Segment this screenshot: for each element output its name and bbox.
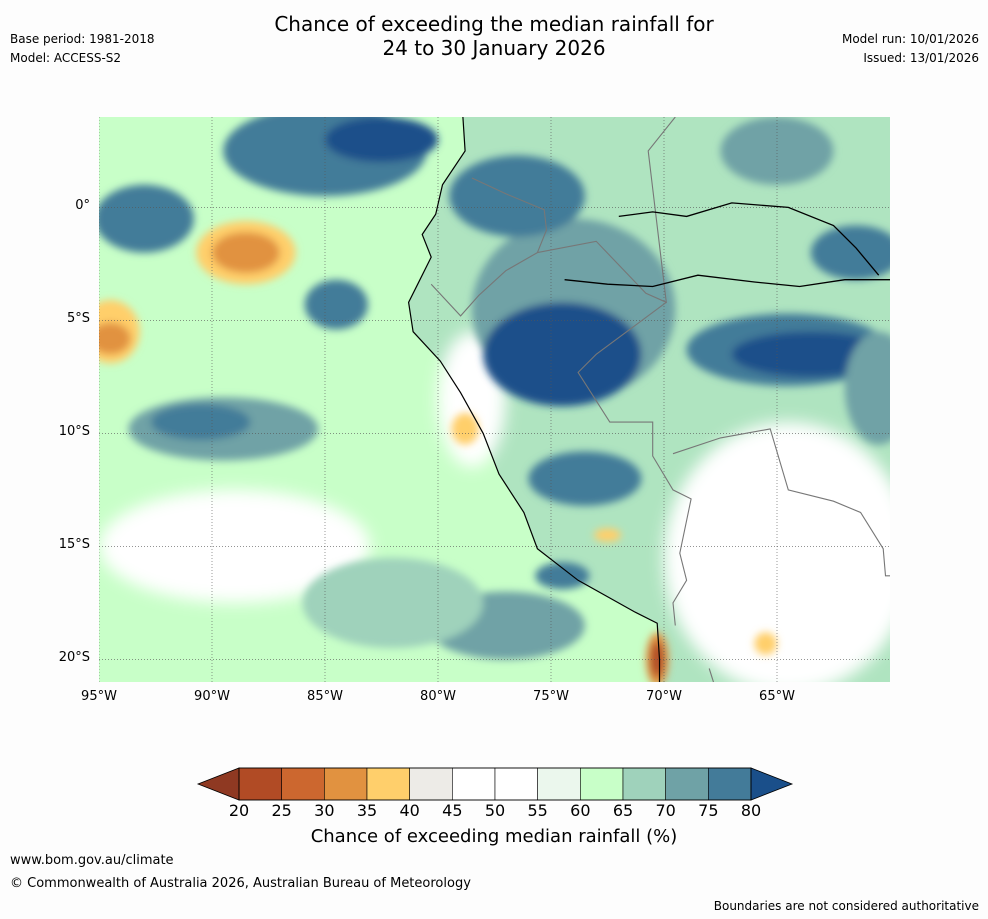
colorbar-tick-label: 75 bbox=[698, 801, 719, 820]
model-run-text: Model run: 10/01/2026 bbox=[841, 32, 979, 46]
colorbar-cell bbox=[238, 767, 282, 801]
map-title: Chance of exceeding the median rainfall … bbox=[0, 12, 988, 60]
footer-url: www.bom.gov.au/climate bbox=[10, 853, 174, 868]
colorbar-tick-label: 70 bbox=[655, 801, 676, 820]
colorbar-cell bbox=[708, 767, 752, 801]
anomaly-areas bbox=[99, 117, 890, 682]
colorbar-tick-label: 30 bbox=[314, 801, 335, 820]
lon-label: 80°W bbox=[420, 689, 456, 704]
lat-label: 5°S bbox=[66, 311, 90, 327]
footer-boundaries-note: Boundaries are not considered authoritat… bbox=[713, 899, 979, 913]
colorbar bbox=[196, 767, 794, 801]
anomaly-blob bbox=[449, 155, 585, 237]
colorbar-cell bbox=[366, 767, 410, 801]
colorbar-cell bbox=[452, 767, 496, 801]
lon-label: 90°W bbox=[194, 689, 230, 704]
colorbar-under-arrow bbox=[196, 767, 240, 801]
colorbar-label: Chance of exceeding median rainfall (%) bbox=[310, 826, 678, 847]
anomaly-blob bbox=[304, 279, 368, 330]
border-line bbox=[672, 428, 890, 577]
border-line bbox=[430, 252, 538, 317]
base-period-text: Base period: 1981-2018 bbox=[10, 32, 155, 46]
colorbar-tick-label: 80 bbox=[740, 801, 762, 820]
lon-label: 65°W bbox=[759, 689, 795, 704]
lon-label: 95°W bbox=[81, 689, 117, 704]
lon-label: 85°W bbox=[307, 689, 343, 704]
colorbar-tick-label: 50 bbox=[484, 801, 506, 820]
anomaly-blob bbox=[325, 117, 438, 163]
lat-label: 20°S bbox=[58, 650, 90, 666]
issued-text: Issued: 13/01/2026 bbox=[863, 51, 979, 65]
colorbar-cell bbox=[580, 767, 624, 801]
lat-label: 10°S bbox=[58, 424, 90, 440]
colorbar-tick-label: 45 bbox=[442, 801, 463, 820]
colorbar-cell bbox=[537, 767, 581, 801]
colorbar-tick-label: 35 bbox=[356, 801, 378, 820]
lon-label: 70°W bbox=[646, 689, 682, 704]
colorbar-tick-label: 65 bbox=[612, 801, 634, 820]
colorbar-cell bbox=[281, 767, 325, 801]
anomaly-blob bbox=[99, 184, 194, 253]
river-line-south bbox=[564, 274, 890, 288]
colorbar-cell bbox=[409, 767, 453, 801]
river-line bbox=[618, 202, 880, 276]
anomaly-blob bbox=[302, 557, 484, 649]
coastline bbox=[407, 117, 661, 682]
anomaly-blob bbox=[212, 232, 280, 273]
title-line-2: 24 to 30 January 2026 bbox=[382, 36, 606, 60]
colorbar-tick-label: 40 bbox=[399, 801, 420, 820]
colorbar-over-arrow bbox=[750, 767, 794, 801]
border-line bbox=[537, 117, 676, 304]
anomaly-blob bbox=[451, 413, 479, 445]
colorbar-cell bbox=[494, 767, 538, 801]
border-line bbox=[708, 668, 715, 682]
colorbar-tick-label: 60 bbox=[570, 801, 591, 820]
colorbar-cell bbox=[324, 767, 368, 801]
anomaly-blob bbox=[593, 528, 622, 542]
anomaly-blob bbox=[528, 451, 642, 506]
country-borders bbox=[430, 117, 890, 682]
title-line-1: Chance of exceeding the median rainfall … bbox=[274, 12, 714, 36]
lon-label: 75°W bbox=[533, 689, 569, 704]
lat-label: 15°S bbox=[58, 537, 90, 553]
border-line bbox=[577, 301, 692, 626]
border-line bbox=[471, 177, 548, 253]
colorbar-cell bbox=[665, 767, 709, 801]
lat-label: 0° bbox=[75, 198, 90, 214]
footer-copyright: © Commonwealth of Australia 2026, Austra… bbox=[10, 876, 471, 891]
colorbar-tick-label: 55 bbox=[527, 801, 548, 820]
anomaly-blob bbox=[99, 322, 131, 355]
anomaly-blob bbox=[844, 331, 890, 445]
anomaly-blob bbox=[535, 562, 590, 590]
colorbar-tick-label: 20 bbox=[228, 801, 250, 820]
graticule bbox=[99, 117, 890, 682]
colorbar-cell bbox=[622, 767, 666, 801]
colorbar-tick-label: 25 bbox=[271, 801, 292, 820]
model-text: Model: ACCESS-S2 bbox=[10, 51, 122, 65]
rainfall-map bbox=[99, 117, 890, 682]
anomaly-blob bbox=[810, 225, 890, 280]
anomaly-blob bbox=[483, 302, 642, 407]
anomaly-blob bbox=[150, 404, 251, 441]
anomaly-blob bbox=[754, 632, 777, 655]
